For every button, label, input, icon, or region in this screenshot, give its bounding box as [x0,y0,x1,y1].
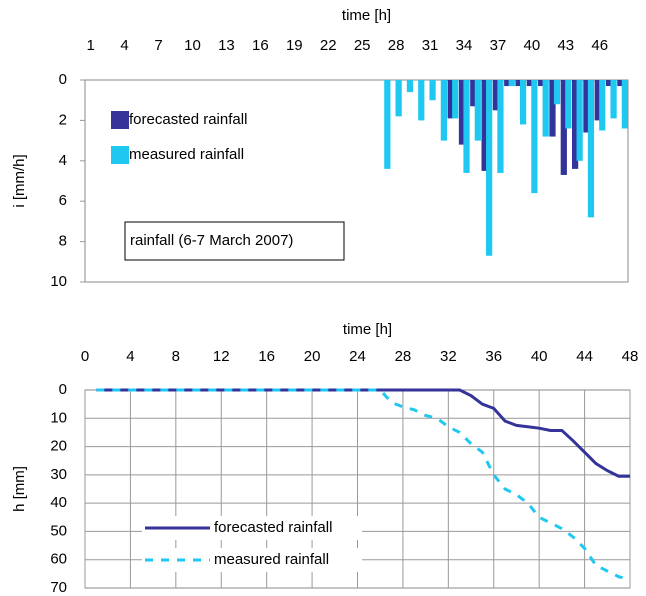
bar [452,80,459,119]
x-tick-label: 40 [531,348,548,365]
x-tick-label: 34 [456,37,473,54]
y-tick-label: 10 [50,273,67,290]
bar [470,80,477,107]
bar [486,80,493,256]
bar [474,80,481,141]
bar [515,80,522,87]
bar [549,80,556,137]
legend-label: forecasted rainfall [129,111,247,128]
y-tick-label: 50 [50,522,67,539]
legend-swatch [111,111,129,129]
y-tick-label: 70 [50,579,67,596]
bar [565,80,572,129]
bar [463,80,470,173]
y-tick-label: 10 [50,409,67,426]
bar [384,80,391,169]
bar [576,80,583,161]
x-tick-label: 32 [440,348,457,365]
x-tick-label: 12 [213,348,230,365]
y-tick-label: 0 [59,71,67,88]
x-tick-label: 43 [557,37,574,54]
bar [519,80,527,125]
x-tick-label: 16 [258,348,275,365]
bar [599,80,606,131]
y-tick-label: 30 [50,466,67,483]
x-tick-label: 0 [81,348,89,365]
bar [553,80,561,105]
x-axis-label: time [h] [342,7,391,24]
x-tick-label: 19 [286,37,303,54]
x-tick-label: 22 [320,37,337,54]
bar [418,80,425,121]
legend-label: forecasted rainfall [214,519,332,536]
bar [542,80,549,137]
bar [492,80,500,111]
x-tick-label: 16 [252,37,269,54]
legend-swatch [111,146,129,164]
bar [406,80,414,93]
legend-label: measured rainfall [214,551,329,568]
bar [440,80,447,141]
x-tick-label: 25 [354,37,371,54]
legend-label: measured rainfall [129,146,244,163]
y-tick-label: 40 [50,494,67,511]
x-tick-label: 8 [172,348,180,365]
x-tick-label: 44 [576,348,593,365]
bar [594,80,601,121]
y-tick-label: 20 [50,438,67,455]
y-tick-label: 8 [59,233,67,250]
line [96,388,631,581]
x-tick-label: 13 [218,37,235,54]
x-tick-label: 28 [388,37,405,54]
y-tick-label: 6 [59,192,67,209]
x-tick-label: 46 [591,37,608,54]
annotation: rainfall (6-7 March 2007) [130,232,293,249]
y-tick-label: 2 [59,111,67,128]
x-tick-label: 7 [154,37,162,54]
y-axis-label: h [mm] [11,466,28,512]
bar [560,80,567,175]
bar [526,80,533,87]
y-tick-label: 60 [50,551,67,568]
bar [617,80,624,87]
bar [429,80,436,101]
bar [395,80,402,117]
y-tick-label: 0 [59,381,67,398]
bar [504,80,511,87]
y-axis-label: i [mm/h] [11,154,28,207]
bar [497,80,504,173]
x-tick-label: 24 [349,348,366,365]
bar [508,80,515,87]
y-tick-label: 4 [59,152,67,169]
bar [605,80,613,87]
x-tick-label: 20 [304,348,321,365]
x-tick-label: 40 [524,37,541,54]
x-tick-label: 1 [86,37,94,54]
bar [572,80,579,169]
bar [481,80,488,171]
x-tick-label: 10 [184,37,201,54]
bar [621,80,628,129]
x-tick-label: 37 [490,37,507,54]
bar [531,80,538,194]
plot-frame [84,79,629,283]
x-tick-label: 36 [485,348,502,365]
x-tick-label: 28 [395,348,412,365]
bar [447,80,454,119]
bar [458,80,466,145]
annotation-box [124,221,345,261]
bar [587,80,595,218]
line [96,388,630,478]
bar [610,80,617,119]
x-axis-label: time [h] [343,321,392,338]
x-tick-label: 4 [120,37,128,54]
bar [538,80,545,87]
bar [583,80,590,133]
x-tick-label: 31 [422,37,439,54]
x-tick-label: 4 [126,348,134,365]
x-tick-label: 48 [622,348,639,365]
